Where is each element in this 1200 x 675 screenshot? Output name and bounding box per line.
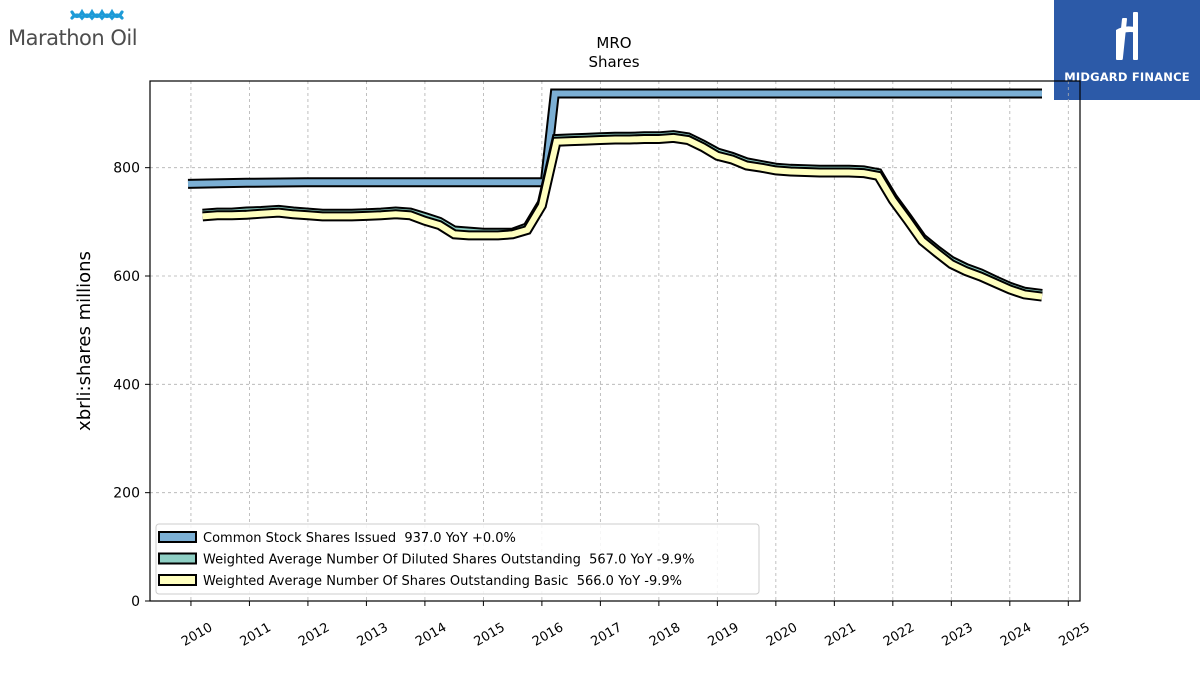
x-tick-label: 2015 <box>472 620 508 650</box>
legend-label: Weighted Average Number Of Diluted Share… <box>203 553 694 568</box>
x-tick-label: 2016 <box>530 620 566 650</box>
x-tick-label: 2021 <box>823 620 859 650</box>
series-line-fill <box>187 90 1042 187</box>
legend-swatch <box>158 552 197 565</box>
plot-frame <box>149 80 1081 602</box>
x-tick-label: 2024 <box>998 620 1034 650</box>
legend-label: Weighted Average Number Of Shares Outsta… <box>203 574 682 589</box>
x-tick-label: 2018 <box>647 620 683 650</box>
chart-legend: Common Stock Shares Issued 937.0 YoY +0.… <box>155 523 760 595</box>
y-tick-label: 200 <box>113 486 140 502</box>
midgard-finance-logo-text: MIDGARD FINANCE <box>1064 70 1190 84</box>
x-tick-label: 2020 <box>764 620 800 650</box>
midgard-finance-logo: MIDGARD FINANCE <box>1054 0 1200 100</box>
legend-swatch <box>158 574 197 586</box>
x-tick-label: 2023 <box>939 620 975 650</box>
midgard-finance-mark-icon <box>1116 12 1138 60</box>
y-axis-label: xbrli:shares millions <box>74 251 95 431</box>
legend-label: Common Stock Shares Issued 937.0 YoY +0.… <box>203 531 516 546</box>
x-tick-label: 2013 <box>355 620 391 650</box>
x-tick-label: 2011 <box>238 620 274 650</box>
series-layer <box>187 88 1043 302</box>
x-tick-label: 2014 <box>413 620 449 650</box>
x-tick-label: 2025 <box>1056 620 1092 650</box>
y-tick-label: 800 <box>113 161 140 177</box>
series-line-3 <box>202 132 1043 302</box>
marathon-oil-logo-text: Marathon Oil <box>8 26 138 50</box>
x-tick-label: 2017 <box>589 620 625 650</box>
marathon-oil-logo: Marathon Oil <box>6 6 148 50</box>
x-tick-label: 2012 <box>296 620 332 650</box>
x-tick-label: 2022 <box>881 620 917 650</box>
y-tick-label: 400 <box>113 377 140 393</box>
y-tick-label: 0 <box>131 594 140 610</box>
legend-swatch <box>158 531 197 543</box>
x-tick-label: 2010 <box>179 620 215 650</box>
chart-title: MRO <box>596 34 631 52</box>
y-tick-label: 600 <box>113 269 140 285</box>
series-line-fill <box>202 134 1043 300</box>
x-tick-label: 2019 <box>706 620 742 650</box>
legend-box <box>155 523 760 595</box>
grid-layer <box>150 81 1080 602</box>
chart-subtitle: Shares <box>588 53 639 71</box>
series-line-1 <box>187 88 1042 189</box>
marathon-oil-wave-icon <box>70 8 124 21</box>
